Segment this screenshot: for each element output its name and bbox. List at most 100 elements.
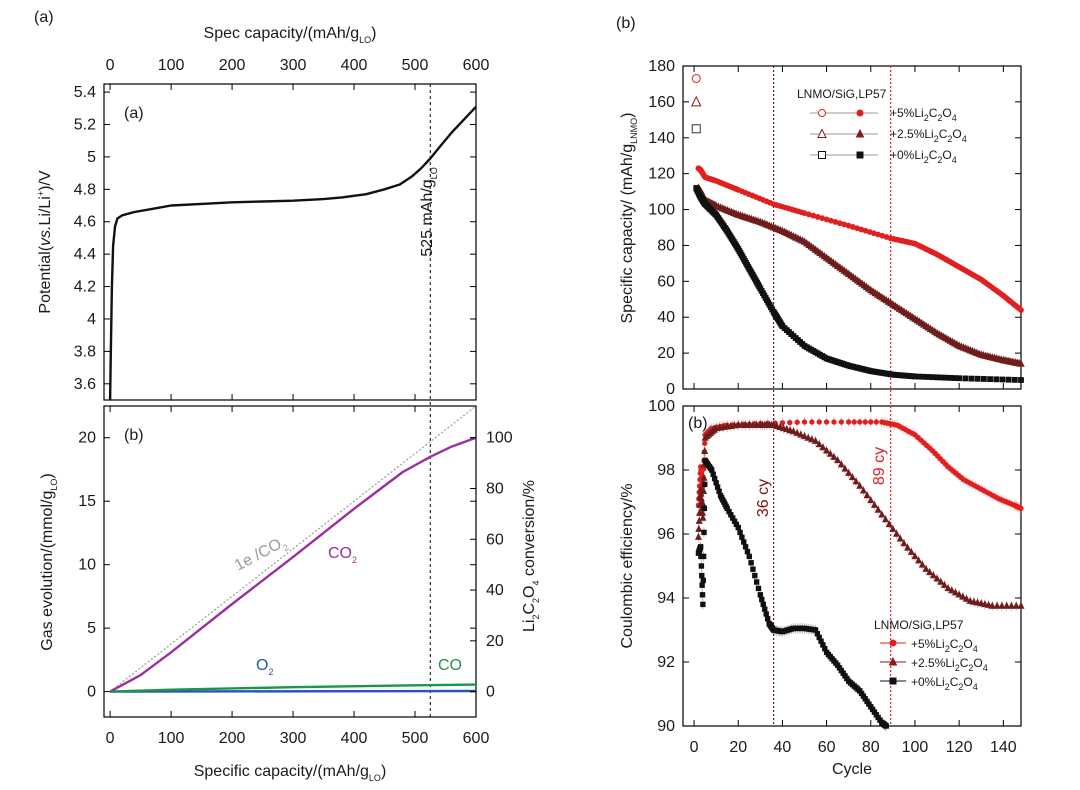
series-bottom-0pct-point: [753, 579, 760, 585]
series-bottom-0pct: [695, 455, 889, 731]
series-bottom-2-5pct-point: [1017, 601, 1025, 609]
chart-b-top-ytick-label: 120: [648, 166, 675, 183]
series-top-0pct: [693, 185, 1024, 383]
series-bottom-2-5pct-point: [1003, 601, 1011, 609]
series-top-0pct-point: [1018, 377, 1024, 383]
series-bottom-2-5pct-point: [700, 487, 708, 495]
chart-a-bottom-y2tick-label: 0: [486, 684, 495, 701]
series-bottom-2-5pct-point: [911, 552, 919, 560]
series-bottom-2-5pct-point: [922, 564, 930, 572]
series-top-0pct-point: [1005, 376, 1012, 383]
chart-a-bottom-y-label: Gas evolution/(mmol/gLO): [39, 473, 59, 650]
chart-b-bottom-xtick-label: 60: [818, 739, 836, 756]
series-label-co: CO: [438, 657, 462, 674]
chart-a-bottom-xtick-label: 300: [280, 730, 307, 747]
chart-b-bottom-ytick-label: 96: [657, 526, 675, 543]
series-bottom-2-5pct-point: [793, 428, 801, 436]
chart-a-top-ytick-label: 4.4: [74, 246, 96, 263]
series-bottom-2-5pct-point: [695, 524, 703, 532]
chart-b-bottom-ytick-label: 100: [648, 398, 675, 415]
chart-a-bottom-x-label: Specific capacity/(mAh/gLO): [194, 763, 387, 783]
chart-a-bottom-ytick-label: 5: [87, 620, 96, 637]
series-bottom-2-5pct-point: [889, 524, 897, 532]
figure-label-right: (b): [616, 15, 636, 32]
series-bottom-0pct-point: [700, 577, 706, 584]
series-bottom-2-5pct-point: [800, 432, 809, 440]
series-bottom-2-5pct-point: [966, 596, 974, 604]
chart-a-top-axis-title: Spec capacity/(mAh/gLO): [204, 25, 377, 45]
series-label-o2: O2: [256, 657, 273, 677]
chart-a-bottom-y2tick-label: 40: [486, 582, 504, 599]
series-bottom-2-5pct-point: [951, 588, 959, 596]
series-bottom-2-5pct-point: [699, 513, 707, 521]
chart-a-bottom-xtick-label: 0: [106, 730, 115, 747]
legend-marker-bottom: [889, 677, 897, 685]
series-top-2-5pct-point: [1017, 359, 1025, 367]
chart-a-top-frame: [103, 83, 477, 401]
series-bottom-5pct-point: [809, 419, 815, 425]
chart-a-top-xtick-label: 500: [402, 57, 429, 74]
series-bottom-2-5pct-point: [852, 477, 860, 485]
legend-entry-top-2-5: +2.5%Li2C2O4: [890, 127, 967, 144]
series-bottom-2-5pct-point: [823, 446, 831, 454]
series-label-co2: CO2: [328, 545, 357, 565]
chart-a-bottom-y2tick-label: 80: [486, 481, 504, 498]
series-bottom-5pct-point: [816, 419, 822, 425]
series-bottom-2-5pct-point: [929, 571, 937, 579]
series-bottom-2-5pct-point: [870, 500, 878, 508]
series-bottom-2-5pct-point: [856, 481, 864, 489]
series-top-0pct-point: [980, 376, 987, 382]
legend-marker-bottom: [888, 656, 898, 666]
chart-a-top-ytick-label: 3.8: [74, 343, 96, 360]
chart-b-top-y-label: Specific capacity/ (mAh/gLNMO): [619, 113, 639, 324]
series-bottom-5pct-point: [845, 419, 852, 425]
series-bottom-5pct-point: [873, 419, 880, 425]
legend-title-top: LNMO/SiG,LP57: [797, 87, 887, 101]
series-bottom-2-5pct-point: [808, 435, 816, 443]
series-bottom-0pct-point: [701, 529, 707, 536]
series-top-5pct-point: [1018, 307, 1024, 313]
series-top-5pct: [695, 165, 1024, 313]
series-bottom-2-5pct-point: [874, 505, 882, 513]
chart-a-top-xtick-label: 400: [341, 57, 368, 74]
chart-b-top-ytick-label: 80: [657, 237, 675, 254]
chart-b-bottom-xtick-label: 140: [990, 739, 1017, 756]
chart-a-top-xtick-label: 300: [280, 57, 307, 74]
series-bottom-2-5pct-point: [694, 532, 702, 540]
series-bottom-2-5pct-point: [933, 574, 941, 582]
series-top-0pct-point: [993, 376, 1000, 383]
legend-entry-bottom-2-5: +2.5%Li2C2O4: [911, 656, 988, 673]
series-bottom-2-5pct-point: [859, 486, 867, 494]
series-bottom-2-5pct-point: [970, 597, 978, 605]
chart-b-bottom-y-label: Coulombic efficiency/%: [619, 483, 636, 648]
series-bottom-5pct-point: [851, 419, 857, 425]
chart-b-bottom-ytick-label: 90: [657, 718, 675, 735]
chart-b-top-ytick-label: 20: [657, 345, 675, 362]
chart-b-bottom-xtick-label: 20: [729, 739, 747, 756]
chart-a-top-xtick-label: 100: [158, 57, 185, 74]
series-bottom-2-5pct-point: [993, 601, 1001, 609]
chart-a-top-xtick-label: 600: [463, 57, 490, 74]
series-bottom-2-5pct-point: [915, 556, 923, 564]
chart-a-top-ytick-label: 5: [87, 149, 96, 166]
legend-marker-filled: [856, 109, 864, 117]
chart-b-top-ytick-label: 40: [657, 309, 675, 326]
legend-marker-open: [818, 109, 826, 117]
series-bottom-0pct-point: [699, 582, 705, 588]
chart-b-bottom-panel-label: (b): [688, 415, 708, 432]
vline-label-89: 89 cy: [871, 447, 888, 485]
chart-a-bottom-y2tick-label: 100: [486, 430, 513, 447]
chart-b-top-ytick-label: 100: [648, 202, 675, 219]
series-bottom-2-5pct-point: [867, 496, 875, 504]
series-bottom-0pct-point: [752, 572, 758, 579]
chart-a-top-ytick-label: 5.2: [74, 117, 96, 134]
legend-markers: [810, 109, 906, 685]
series-bottom-0pct-point: [750, 566, 756, 572]
chart-b-top-ytick-label: 160: [648, 94, 675, 111]
series-bottom-2-5pct-point: [985, 600, 993, 608]
chart-b-bottom-xtick-label: 0: [690, 739, 699, 756]
series-bottom-0pct-point: [697, 544, 704, 550]
series-bottom-2-5pct-point: [700, 473, 708, 481]
first-cycle-point: [691, 124, 701, 134]
series-top-0pct-point: [974, 375, 981, 382]
